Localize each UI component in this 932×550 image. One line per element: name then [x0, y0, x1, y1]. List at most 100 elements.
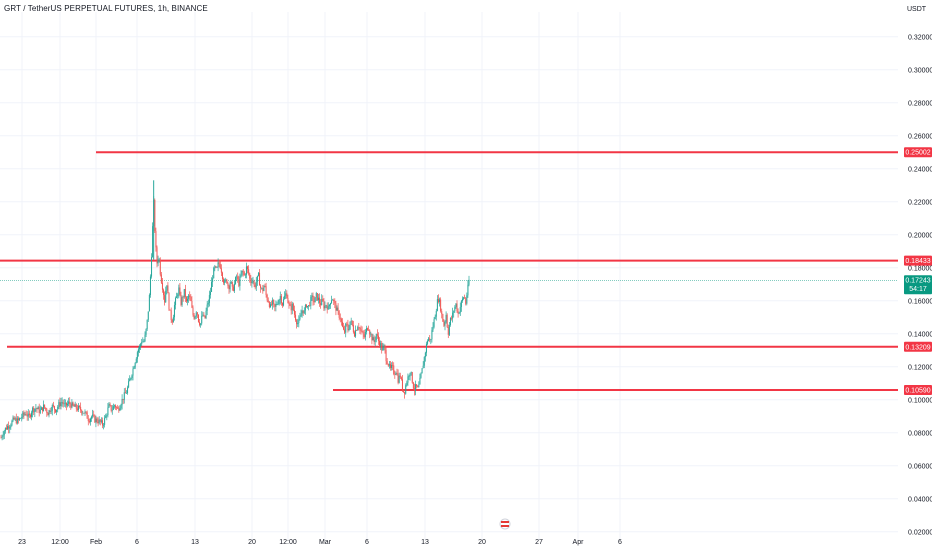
- candle-body: [75, 404, 77, 409]
- candle-body: [131, 375, 133, 379]
- current-price-label: 0.17243: [905, 278, 930, 285]
- y-tick-label: 0.12000: [908, 364, 932, 371]
- candle-body: [298, 319, 300, 323]
- candle-body: [358, 327, 360, 328]
- candle-body: [457, 311, 459, 314]
- candle-body: [266, 294, 268, 301]
- candle-body: [341, 321, 343, 327]
- level-price-tag: [904, 255, 932, 266]
- countdown-label: 54:17: [909, 286, 927, 293]
- candle-body: [302, 310, 304, 314]
- candle-body: [277, 303, 279, 305]
- candle-body: [428, 338, 430, 342]
- level-price-tag: [904, 341, 932, 352]
- candle-body: [254, 284, 256, 288]
- candle-body: [84, 411, 86, 414]
- candle-body: [262, 287, 264, 291]
- candle-body: [332, 299, 334, 301]
- candle-body: [445, 314, 447, 322]
- candle-body: [287, 298, 289, 303]
- candle-body: [260, 285, 262, 289]
- candle-body: [237, 276, 239, 280]
- candle-body: [181, 297, 183, 305]
- candle-body: [365, 328, 367, 332]
- candle-body: [120, 405, 122, 409]
- candle-body: [37, 407, 39, 410]
- candle-body: [25, 414, 27, 415]
- candle-body: [203, 314, 205, 316]
- candle-body: [226, 279, 228, 284]
- candle-body: [170, 310, 172, 320]
- candle-body: [454, 307, 456, 312]
- candle-body: [289, 304, 291, 306]
- y-tick-label: 0.20000: [908, 232, 932, 239]
- candle-body: [56, 409, 58, 413]
- candle-body: [228, 285, 230, 290]
- candle-body: [29, 415, 31, 417]
- candle-body: [229, 283, 231, 290]
- candle-body: [346, 323, 348, 325]
- candle-body: [85, 411, 87, 413]
- flag-circle: [499, 518, 511, 530]
- candle-body: [296, 320, 298, 325]
- candle-body: [165, 290, 167, 303]
- candle-body: [326, 305, 328, 310]
- candle-body: [392, 364, 394, 366]
- x-tick-label: 13: [191, 539, 199, 546]
- price-series: [0, 180, 470, 441]
- candle-body: [38, 407, 40, 413]
- candle-body: [172, 317, 174, 323]
- candle-body: [205, 310, 207, 319]
- candle-body: [274, 303, 276, 307]
- candle-body: [310, 296, 312, 306]
- candle-body: [50, 410, 52, 412]
- candle-body: [35, 408, 37, 409]
- candle-body: [259, 272, 261, 286]
- candle-body: [45, 407, 47, 410]
- x-tick-label: Mar: [319, 539, 332, 546]
- candle-body: [152, 226, 154, 258]
- candle-body: [60, 402, 62, 407]
- candle-body: [420, 373, 422, 378]
- candle-body: [305, 305, 307, 308]
- candle-body: [53, 406, 55, 410]
- candle-body: [291, 303, 293, 311]
- candle-body: [140, 344, 142, 347]
- candle-body: [70, 404, 72, 408]
- y-tick-label: 0.18000: [908, 265, 932, 272]
- candle-body: [227, 283, 229, 286]
- candle-body: [455, 303, 457, 308]
- candle-body: [398, 375, 400, 383]
- candle-body: [136, 352, 138, 359]
- candle-body: [87, 418, 89, 422]
- candle-body: [363, 334, 365, 338]
- candle-body: [328, 304, 330, 307]
- candle-body: [76, 408, 78, 410]
- level-price-tag: [904, 385, 932, 396]
- candle-body: [268, 302, 270, 307]
- candle-body: [9, 427, 11, 429]
- candle-body: [435, 310, 437, 317]
- candle-body: [256, 275, 258, 282]
- candle-body: [442, 314, 444, 322]
- candle-body: [110, 405, 112, 411]
- candle-body: [161, 282, 163, 290]
- candle-body: [410, 372, 412, 373]
- candle-body: [299, 316, 301, 320]
- us-flag-icon: [499, 518, 511, 530]
- candle-body: [176, 296, 178, 299]
- y-tick-label: 0.30000: [908, 67, 932, 74]
- candle-body: [312, 295, 314, 301]
- candle-body: [208, 295, 210, 303]
- candle-body: [28, 413, 30, 416]
- candle-body: [166, 285, 168, 291]
- candle-body: [244, 274, 246, 276]
- candle-body: [122, 398, 124, 400]
- candle-body: [388, 364, 390, 366]
- candle-body: [424, 352, 426, 357]
- candle-body: [139, 346, 141, 350]
- candle-body: [250, 278, 252, 284]
- candle-body: [249, 273, 251, 279]
